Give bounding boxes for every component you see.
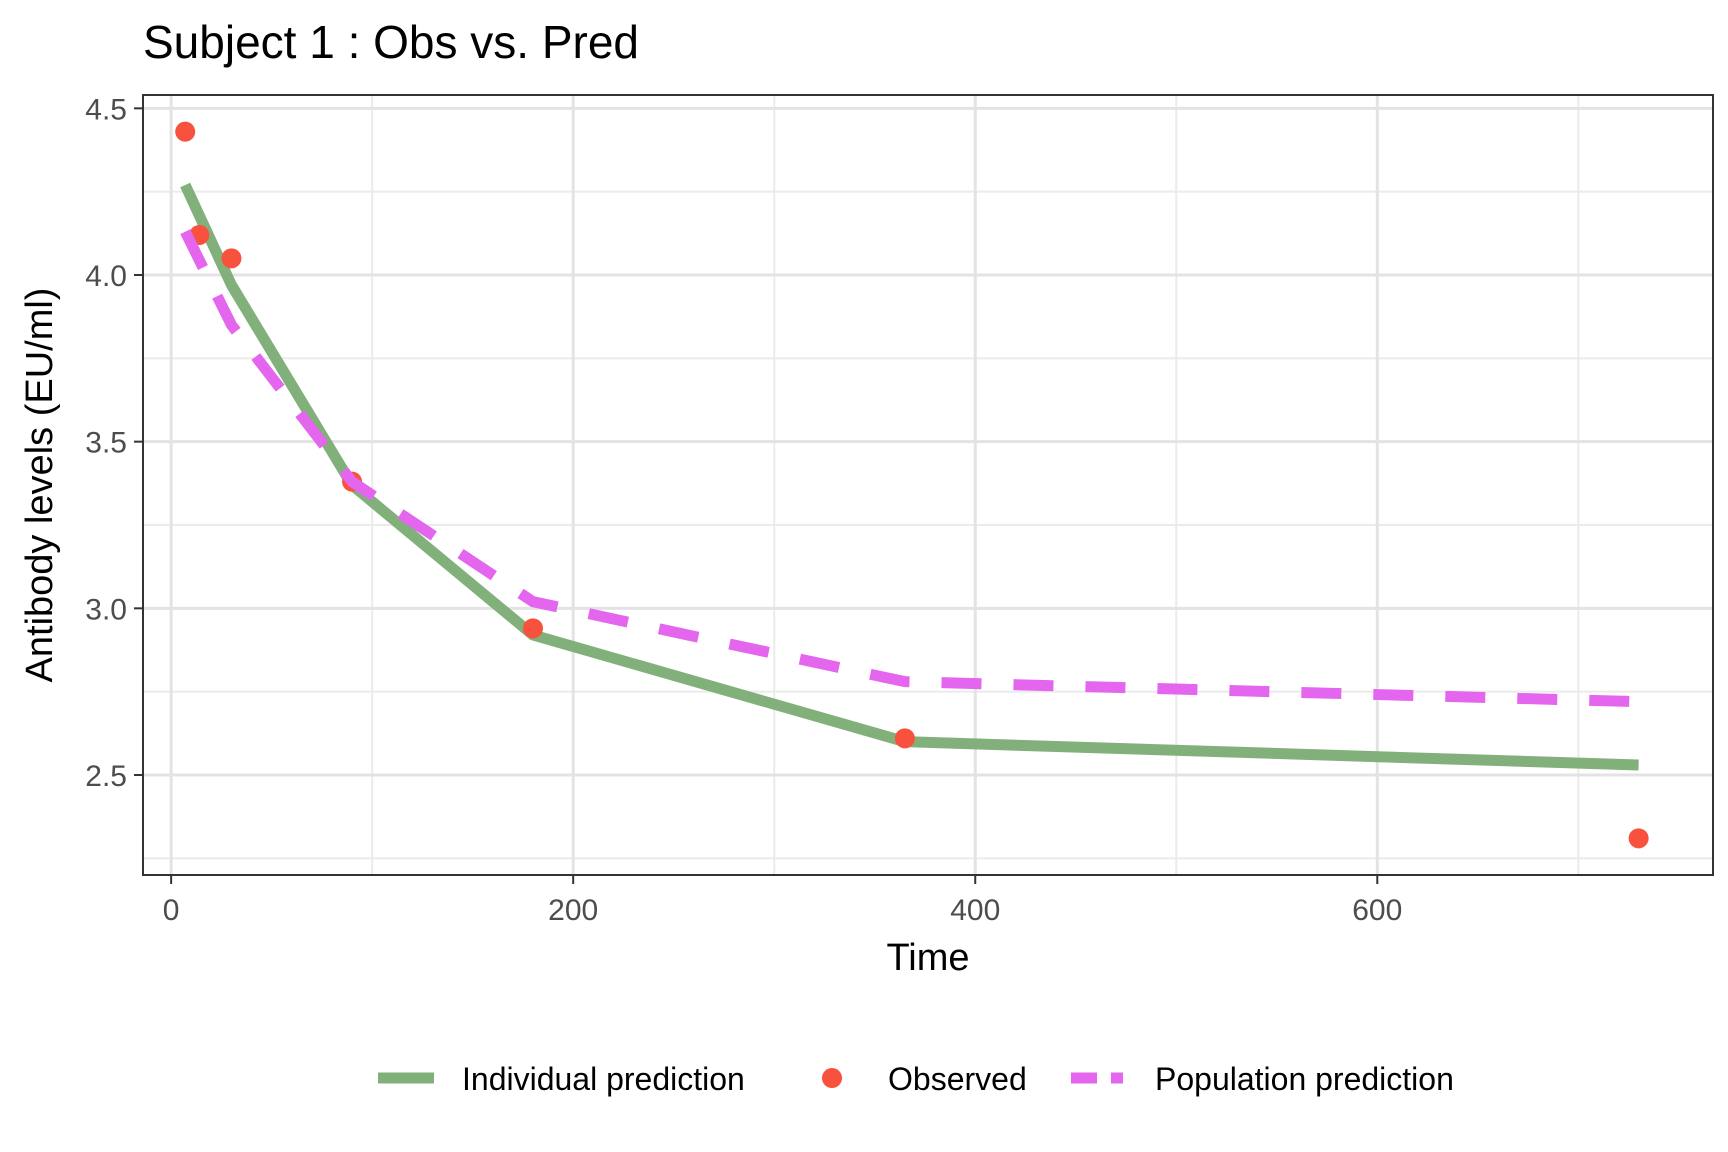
observed-point — [175, 121, 196, 142]
observed-point — [221, 248, 242, 269]
legend-individual-label: Individual prediction — [462, 1061, 745, 1097]
chart-title: Subject 1 : Obs vs. Pred — [143, 16, 639, 68]
legend-observed-label: Observed — [888, 1061, 1027, 1097]
y-tick-label: 3.5 — [85, 427, 127, 460]
y-tick-label: 2.5 — [85, 760, 127, 793]
panel-border — [142, 94, 1714, 876]
x-tick-label: 400 — [950, 894, 1000, 927]
observed-point — [894, 728, 915, 749]
y-tick-label: 4.0 — [85, 260, 127, 293]
x-axis-title: Time — [886, 937, 969, 979]
x-tick-label: 600 — [1352, 894, 1402, 927]
legend-observed-key — [822, 1068, 842, 1088]
observed-point — [522, 618, 543, 639]
observed-point — [1628, 828, 1649, 849]
x-tick-label: 0 — [163, 894, 180, 927]
grid — [143, 95, 1713, 875]
axis-ticks: 0 200 400 600 2.5 3.0 3.5 4.0 4.5 — [85, 93, 1402, 927]
x-tick-label: 200 — [548, 894, 598, 927]
legend: Individual prediction Observed Population … — [378, 1061, 1454, 1097]
population-prediction-line — [180, 229, 1639, 708]
y-axis-title: Antibody levels (EU/ml) — [19, 288, 61, 683]
plot-data — [175, 121, 1649, 849]
y-tick-label: 3.0 — [85, 593, 127, 626]
legend-population-label: Population prediction — [1155, 1061, 1454, 1097]
y-tick-label: 4.5 — [85, 93, 127, 126]
individual-prediction-line — [180, 182, 1639, 771]
